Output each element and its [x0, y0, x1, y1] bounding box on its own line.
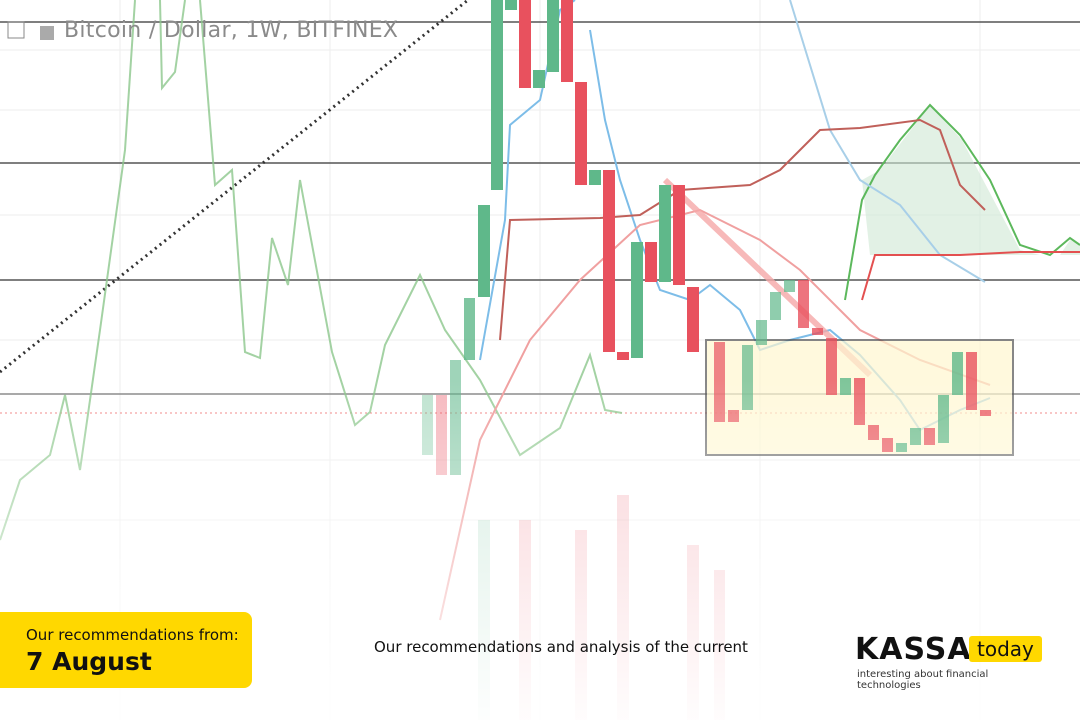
- chart-title: Bitcoin / Dollar, 1W, BITFINEX: [64, 18, 399, 43]
- trendline: [0, 0, 469, 374]
- badge: Our recommendations from: 7 August: [0, 612, 252, 688]
- logo: KASSA today interesting about financial …: [855, 632, 1055, 691]
- badge-date: 7 August: [26, 647, 152, 676]
- caption: Our recommendations and analysis of the …: [374, 638, 748, 656]
- span-line: [844, 103, 1080, 301]
- cloud: [862, 105, 1080, 255]
- logo-tagline: interesting about financial technologies: [857, 669, 989, 691]
- span-a-line: [861, 251, 1080, 301]
- symbol-icon: [40, 26, 54, 40]
- logo-brand: KASSA: [855, 632, 972, 667]
- badge-label: Our recommendations from:: [26, 626, 239, 644]
- expand-icon: [7, 21, 25, 39]
- logo-suffix: today: [969, 636, 1042, 662]
- base-line: [789, 0, 986, 283]
- span-b-line: [499, 118, 986, 341]
